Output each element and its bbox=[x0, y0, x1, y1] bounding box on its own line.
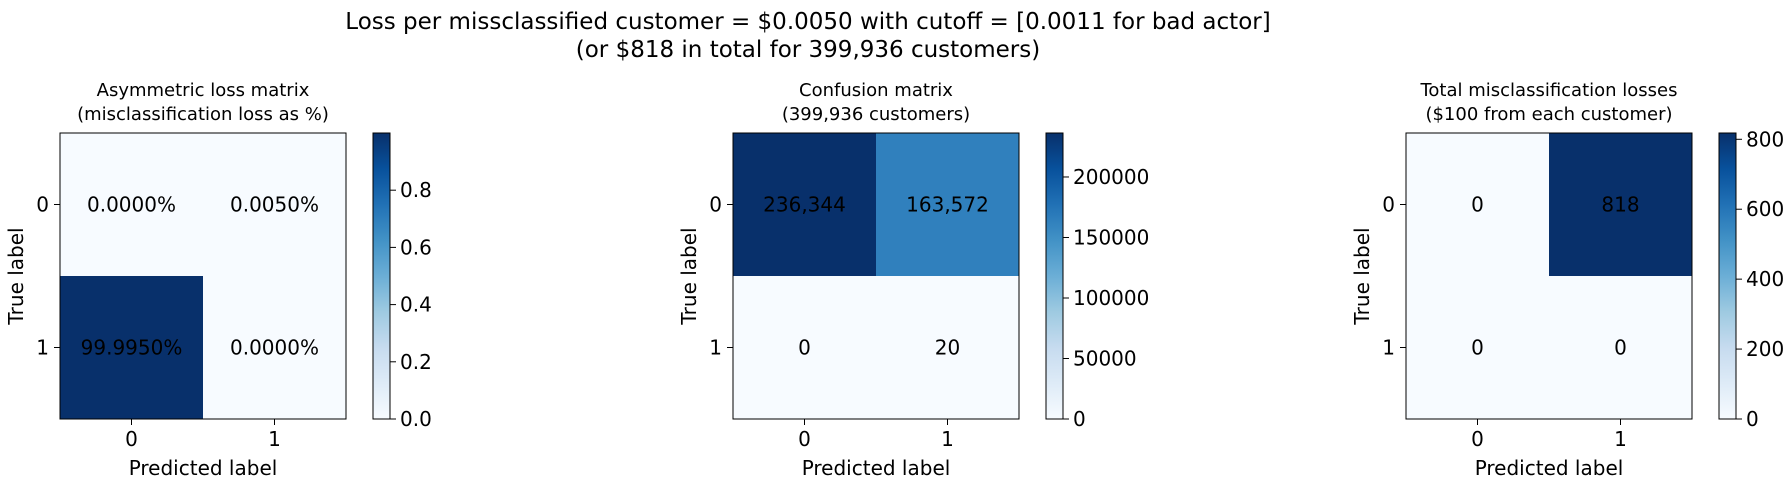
panel-title-line1: Asymmetric loss matrix bbox=[97, 80, 310, 101]
panel-title-line1: Confusion matrix bbox=[799, 80, 953, 101]
axes-frame bbox=[732, 132, 1020, 420]
x-tick-label: 0 bbox=[798, 427, 811, 451]
heatmap-cell bbox=[203, 133, 346, 276]
y-tick-label: 1 bbox=[1382, 336, 1395, 360]
colorbar-tick-label: 100000 bbox=[1073, 286, 1149, 310]
heatmap-cell bbox=[60, 276, 203, 419]
colorbar-frame bbox=[1045, 132, 1064, 420]
heatmap-cell bbox=[876, 276, 1019, 419]
y-tick-label: 0 bbox=[709, 193, 722, 217]
colorbar-tick-label: 0.6 bbox=[400, 235, 432, 259]
colorbar bbox=[373, 133, 390, 419]
panels: Asymmetric loss matrix (misclassification… bbox=[4, 80, 1784, 480]
y-axis-label: True label bbox=[4, 227, 28, 325]
heatmap-cell bbox=[876, 133, 1019, 276]
heatmap-cell bbox=[60, 133, 203, 276]
colorbar-frame bbox=[372, 132, 391, 420]
colorbar bbox=[1046, 133, 1063, 419]
x-tick-label: 1 bbox=[268, 427, 281, 451]
x-tick-label: 0 bbox=[1471, 427, 1484, 451]
colorbar-tick-label: 600 bbox=[1746, 197, 1784, 221]
cell-value-label: 0 bbox=[798, 336, 811, 360]
cell-value-label: 163,572 bbox=[906, 193, 989, 217]
heatmap-cell bbox=[733, 276, 876, 419]
panel-1: Asymmetric loss matrix (misclassification… bbox=[4, 80, 432, 480]
colorbar-tick-label: 200 bbox=[1746, 337, 1784, 361]
cell-value-label: 236,344 bbox=[763, 193, 846, 217]
cell-value-label: 0 bbox=[1471, 193, 1484, 217]
y-tick-label: 0 bbox=[1382, 193, 1395, 217]
x-tick-label: 0 bbox=[125, 427, 138, 451]
cell-value-label: 0.0000% bbox=[230, 336, 319, 360]
figure-suptitle-line1: Loss per missclassified customer = $0.00… bbox=[345, 9, 1270, 35]
colorbar-tick-label: 0.2 bbox=[400, 350, 432, 374]
x-axis-label: Predicted label bbox=[129, 456, 278, 480]
heatmap-cell bbox=[1406, 133, 1549, 276]
y-axis-label: True label bbox=[677, 227, 701, 325]
colorbar-tick-label: 0.4 bbox=[400, 293, 432, 317]
panel-2: Confusion matrix (399,936 customers) 236,3… bbox=[677, 80, 1149, 480]
colorbar-tick-label: 0.0 bbox=[400, 407, 432, 431]
heatmap-cell bbox=[1549, 133, 1692, 276]
x-axis-label: Predicted label bbox=[1475, 456, 1624, 480]
colorbar-tick-label: 200000 bbox=[1073, 165, 1149, 189]
heatmap-cell bbox=[203, 276, 346, 419]
colorbar bbox=[1719, 133, 1736, 419]
colorbar-tick-label: 0 bbox=[1073, 407, 1086, 431]
cell-value-label: 0.0050% bbox=[230, 193, 319, 217]
colorbar-tick-label: 400 bbox=[1746, 267, 1784, 291]
y-axis-label: True label bbox=[1350, 227, 1374, 325]
axes-frame bbox=[1405, 132, 1693, 420]
cell-value-label: 818 bbox=[1601, 193, 1639, 217]
cell-value-label: 0.0000% bbox=[87, 193, 176, 217]
panel-3: Total misclassification losses ($100 from… bbox=[1350, 80, 1784, 480]
cell-value-label: 20 bbox=[935, 336, 960, 360]
y-tick-label: 1 bbox=[709, 336, 722, 360]
x-axis-label: Predicted label bbox=[802, 456, 951, 480]
colorbar-frame bbox=[1718, 132, 1737, 420]
cell-value-label: 0 bbox=[1614, 336, 1627, 360]
y-tick-label: 1 bbox=[36, 336, 49, 360]
heatmap-cell bbox=[1549, 276, 1692, 419]
colorbar-tick-label: 0 bbox=[1746, 407, 1759, 431]
colorbar-tick-label: 800 bbox=[1746, 127, 1784, 151]
panel-title-line2: (399,936 customers) bbox=[782, 104, 970, 125]
axes-frame bbox=[59, 132, 347, 420]
panel-title-line2: (misclassification loss as %) bbox=[77, 104, 329, 125]
cell-value-label: 99.9950% bbox=[81, 336, 183, 360]
cell-value-label: 0 bbox=[1471, 336, 1484, 360]
y-tick-label: 0 bbox=[36, 193, 49, 217]
x-tick-label: 1 bbox=[1614, 427, 1627, 451]
heatmap-cell bbox=[1406, 276, 1549, 419]
heatmap-cell bbox=[733, 133, 876, 276]
colorbar-tick-label: 0.8 bbox=[400, 178, 432, 202]
panel-title-line1: Total misclassification losses bbox=[1419, 80, 1677, 101]
colorbar-tick-label: 50000 bbox=[1073, 346, 1137, 370]
panel-title-line2: ($100 from each customer) bbox=[1425, 104, 1672, 125]
colorbar-tick-label: 150000 bbox=[1073, 225, 1149, 249]
figure-suptitle-line2: (or $818 in total for 399,936 customers) bbox=[576, 37, 1040, 63]
x-tick-label: 1 bbox=[941, 427, 954, 451]
